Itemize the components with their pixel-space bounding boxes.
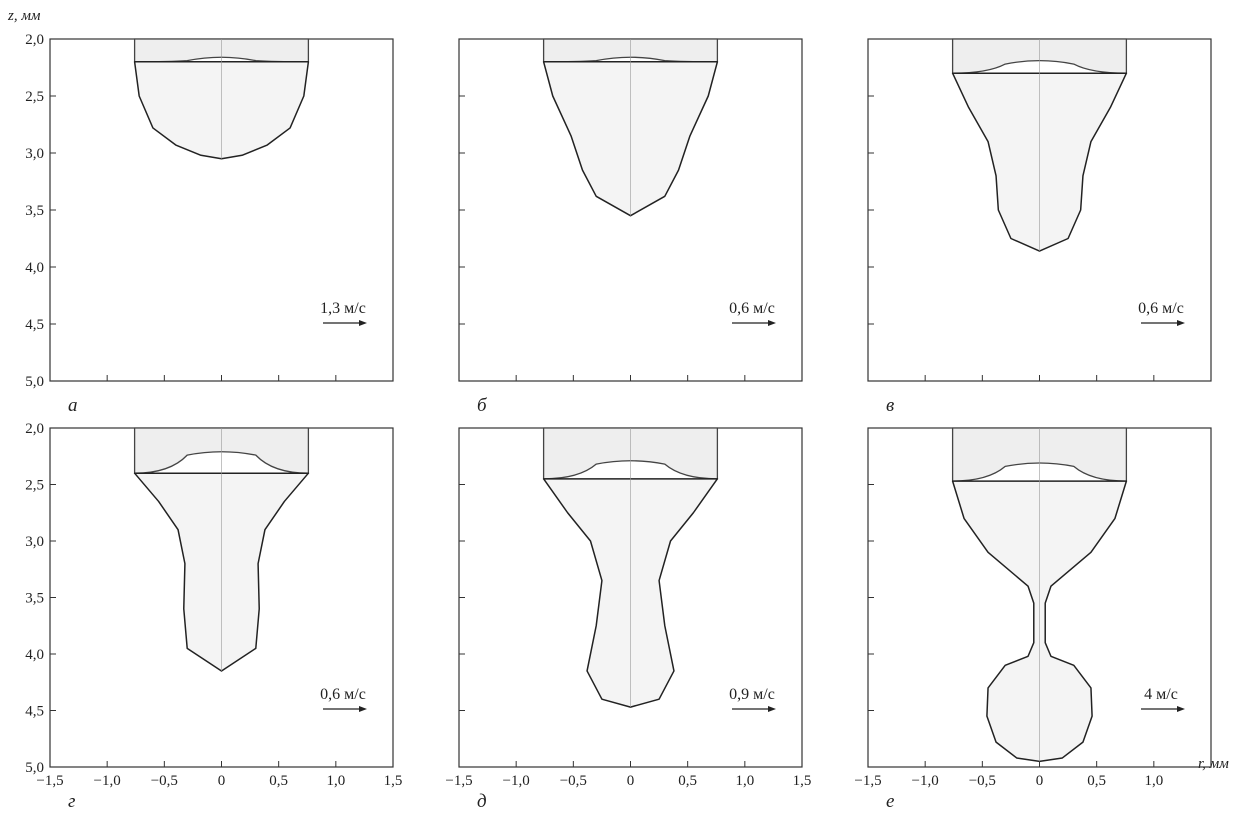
z-tick-label: 2,5 (25, 478, 44, 494)
arrow-head-icon (359, 320, 367, 326)
r-tick-label: −0,5 (560, 773, 587, 789)
panel-letter: а (68, 395, 78, 416)
panel-letter: е (886, 791, 894, 812)
z-tick-label: 5,0 (25, 374, 44, 390)
panel-letter: б (477, 395, 488, 416)
velocity-scale-label: 0,6 м/с (320, 686, 366, 703)
velocity-scale-label: 1,3 м/с (320, 300, 366, 317)
z-tick-label: 3,5 (25, 203, 44, 219)
r-tick-label: 1,0 (1144, 773, 1163, 789)
panel-2: 0,6 м/с б (458, 38, 803, 416)
panel-4: 2,0 2,5 3,0 3,5 4,0 4,5 5,0−1,5 −1,0 −0,5 0 0,5 1,0… (25, 421, 402, 812)
r-tick-label: −1,5 (36, 773, 63, 789)
z-tick-label: 2,0 (25, 32, 44, 48)
arrow-head-icon (1177, 706, 1185, 712)
z-tick-label: 2,0 (25, 421, 44, 437)
r-tick-label: 0,5 (678, 773, 697, 789)
r-tick-label: 0 (1036, 773, 1044, 789)
z-tick-label: 5,0 (25, 760, 44, 776)
z-tick-label: 4,5 (25, 317, 44, 333)
r-tick-label: 0 (627, 773, 635, 789)
r-tick-label: −0,5 (969, 773, 996, 789)
z-tick-label: 4,0 (25, 647, 44, 663)
z-tick-label: 3,0 (25, 146, 44, 162)
z-tick-label: 2,5 (25, 89, 44, 105)
arrow-head-icon (359, 706, 367, 712)
panel-5: −1,5 −1,0 −0,5 0 0,5 1,0 1,5 0,9 м/с д (445, 427, 812, 812)
arrow-head-icon (768, 706, 776, 712)
panels-group: 2,02,53,03,54,04,55,01,3 м/са0,6 м/сб0,6… (25, 32, 1212, 812)
r-tick-label: 1,5 (384, 773, 403, 789)
r-tick-label: 0 (218, 773, 226, 789)
arrow-head-icon (768, 320, 776, 326)
panel-1: 2,0 2,5 3,0 3,5 4,0 4,5 5,0 1,3 м/с а (25, 32, 394, 416)
velocity-scale-label: 0,9 м/с (729, 686, 775, 703)
arrow-head-icon (1177, 320, 1185, 326)
z-tick-label: 3,0 (25, 534, 44, 550)
velocity-scale-label: 0,6 м/с (1138, 300, 1184, 317)
r-tick-label: 1,0 (326, 773, 345, 789)
velocity-scale-label: 0,6 м/с (729, 300, 775, 317)
z-tick-label: 3,5 (25, 591, 44, 607)
r-tick-label: −0,5 (151, 773, 178, 789)
r-tick-label: 1,0 (735, 773, 754, 789)
r-tick-label: −1,0 (912, 773, 939, 789)
velocity-scale-label: 4 м/с (1144, 686, 1178, 703)
panel-3: 0,6 м/с в (867, 38, 1212, 416)
r-tick-label: −1,0 (503, 773, 530, 789)
z-tick-label: 4,5 (25, 704, 44, 720)
r-tick-label: 0,5 (1087, 773, 1106, 789)
r-tick-label: −1,5 (445, 773, 472, 789)
panel-letter: д (477, 791, 487, 812)
z-tick-label: 4,0 (25, 260, 44, 276)
r-tick-label: 0,5 (269, 773, 288, 789)
panel-letter: в (886, 395, 894, 416)
r-tick-label: 1,5 (793, 773, 812, 789)
panel-letter: г (68, 791, 75, 812)
z-axis-label: z, мм (7, 8, 41, 24)
r-axis-label: r, мм (1198, 756, 1229, 772)
r-tick-label: −1,0 (94, 773, 121, 789)
r-tick-label: −1,5 (854, 773, 881, 789)
panel-6: −1,5 −1,0 −0,5 0 0,5 1,0 4 м/с е (854, 427, 1212, 812)
